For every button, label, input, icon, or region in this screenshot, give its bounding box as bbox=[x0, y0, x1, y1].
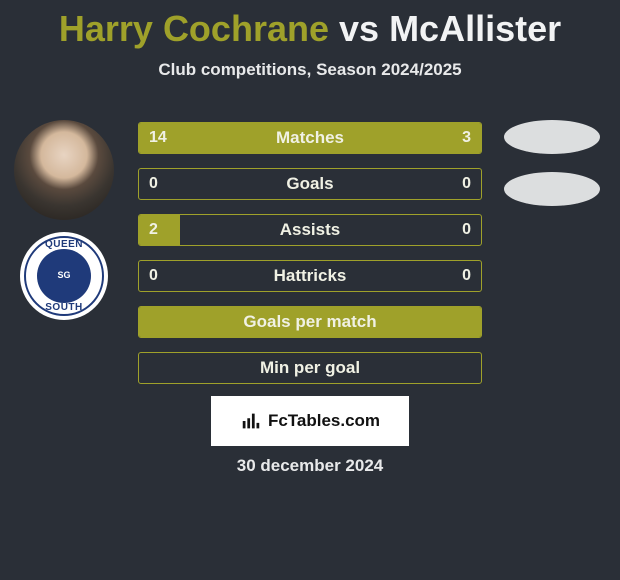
stat-bar: Min per goal bbox=[138, 352, 482, 384]
stat-label: Assists bbox=[139, 220, 481, 240]
title-vs: vs bbox=[339, 8, 379, 49]
stats-bars: 14 Matches 3 0 Goals 0 2 Assists 0 0 Hat… bbox=[138, 122, 482, 384]
stat-label: Matches bbox=[139, 128, 481, 148]
player1-avatar bbox=[14, 120, 114, 220]
title-player1: Harry Cochrane bbox=[59, 8, 329, 49]
footer-brand: FcTables.com bbox=[211, 396, 409, 446]
player1-column: QUEEN SG SOUTH bbox=[8, 120, 120, 320]
badge-text-bottom: SOUTH bbox=[20, 302, 108, 313]
page-title: Harry Cochrane vs McAllister bbox=[0, 0, 620, 50]
stat-bar: 14 Matches 3 bbox=[138, 122, 482, 154]
stat-value-right: 0 bbox=[462, 175, 471, 193]
stat-label: Goals bbox=[139, 174, 481, 194]
stat-bar: Goals per match bbox=[138, 306, 482, 338]
badge-text-top: QUEEN bbox=[20, 239, 108, 250]
stat-bar: 0 Hattricks 0 bbox=[138, 260, 482, 292]
player1-club-badge: QUEEN SG SOUTH bbox=[20, 232, 108, 320]
stat-value-right: 0 bbox=[462, 267, 471, 285]
subtitle: Club competitions, Season 2024/2025 bbox=[0, 60, 620, 80]
stat-label: Hattricks bbox=[139, 266, 481, 286]
player2-club-placeholder bbox=[504, 172, 600, 206]
stat-label: Goals per match bbox=[139, 312, 481, 332]
title-player2: McAllister bbox=[389, 8, 561, 49]
footer-brand-text: FcTables.com bbox=[268, 411, 380, 431]
stat-label: Min per goal bbox=[139, 358, 481, 378]
chart-icon bbox=[240, 410, 262, 432]
footer-date: 30 december 2024 bbox=[0, 456, 620, 476]
player2-column bbox=[502, 120, 602, 206]
stat-value-right: 3 bbox=[462, 129, 471, 147]
player2-avatar-placeholder bbox=[504, 120, 600, 154]
stat-bar: 0 Goals 0 bbox=[138, 168, 482, 200]
stat-bar: 2 Assists 0 bbox=[138, 214, 482, 246]
stat-value-right: 0 bbox=[462, 221, 471, 239]
